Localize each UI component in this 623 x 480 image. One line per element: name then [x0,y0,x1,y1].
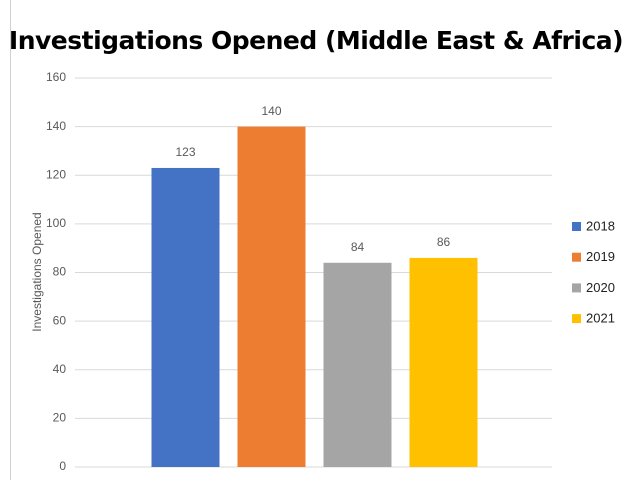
legend-label: 2021 [586,311,615,326]
y-axis-label: Investigations Opened [30,212,44,331]
legend-label: 2020 [586,280,615,295]
data-label: 84 [351,240,365,254]
y-tick-label: 0 [59,459,66,473]
legend-label: 2018 [586,218,615,233]
bar [151,167,220,468]
legend-swatch [572,252,581,262]
y-tick-label: 60 [53,313,67,327]
bar [323,262,392,467]
data-label: 86 [437,235,451,249]
y-tick-label: 20 [53,411,67,425]
bar [409,257,478,467]
data-label: 123 [175,145,195,159]
y-tick-label: 100 [46,216,66,230]
y-tick-label: 140 [46,119,66,133]
y-tick-label: 120 [46,167,66,181]
legend-label: 2019 [586,249,615,264]
y-tick-label: 160 [46,70,66,84]
data-label: 140 [261,104,281,118]
y-tick-label: 40 [53,362,67,376]
y-tick-label: 80 [53,265,67,279]
legend-swatch [572,283,581,293]
legend-swatch [572,314,581,324]
chart-title: Investigations Opened (Middle East & Afr… [9,26,623,55]
bar [237,126,306,467]
legend-swatch [572,222,581,231]
